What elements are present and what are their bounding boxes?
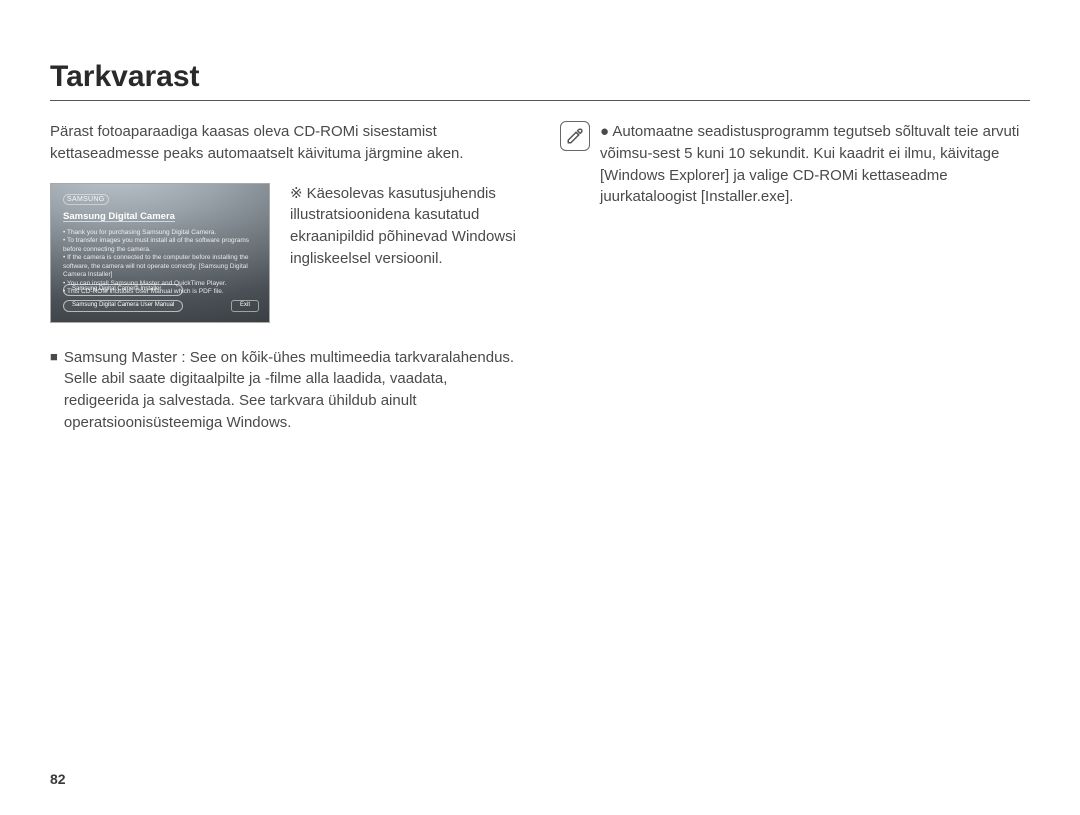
note-text: Käesolevas kasutusjuhendis illustratsioo… (290, 185, 516, 267)
square-bullet-icon: ■ (50, 347, 58, 434)
right-column: ● Automaatne seadistusprogramm tegutseb … (560, 121, 1030, 434)
note-mark: ※ (290, 185, 303, 202)
screenshot-title: Samsung Digital Camera (63, 211, 257, 223)
screenshot-button-manual: Samsung Digital Camera User Manual (63, 300, 183, 312)
installer-screenshot: SAMSUNG Samsung Digital Camera Thank you… (50, 183, 270, 323)
screenshot-line: If the camera is connected to the comput… (63, 254, 257, 279)
screenshot-line: To transfer images you must install all … (63, 237, 257, 254)
page-number: 82 (50, 771, 66, 787)
left-column: Pärast fotoaparaadiga kaasas oleva CD-RO… (50, 121, 520, 434)
screenshot-logo: SAMSUNG (63, 194, 109, 205)
samsung-master-paragraph: ■ Samsung Master : See on kõik-ühes mult… (50, 347, 520, 434)
screenshot-button-installer: Samsung Digital Camera Installer (63, 284, 183, 296)
note-icon (560, 121, 590, 151)
screenshot-line: Thank you for purchasing Samsung Digital… (63, 229, 257, 237)
screenshot-button-exit: Exit (231, 300, 259, 312)
page-title: Tarkvarast (50, 60, 1030, 101)
right-note-text: Automaatne seadistusprogramm tegutseb sõ… (600, 123, 1019, 205)
screenshot-note: ※Käesolevas kasutusjuhendis illustratsio… (290, 183, 520, 270)
bullet-title: Samsung Master : (64, 349, 190, 366)
intro-text: Pärast fotoaparaadiga kaasas oleva CD-RO… (50, 121, 520, 165)
bullet-dot-icon: ● (600, 123, 609, 140)
